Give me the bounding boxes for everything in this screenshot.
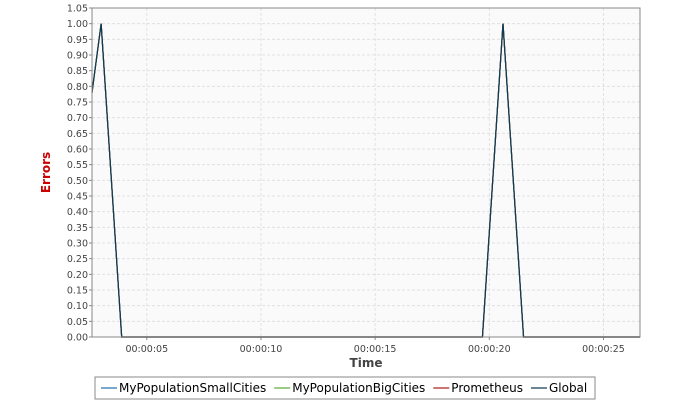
x-tick-label: 00:00:15 — [354, 344, 397, 355]
y-tick-label: 1.05 — [67, 4, 88, 15]
y-tick-label: 0.55 — [67, 160, 88, 171]
legend-label: Global — [549, 381, 587, 395]
plot-border — [91, 7, 641, 338]
legend-label: MyPopulationSmallCities — [119, 381, 266, 395]
y-tick-label: 0.70 — [67, 113, 88, 124]
legend-label: Prometheus — [451, 381, 523, 395]
plot-area — [92, 8, 640, 337]
x-tick-label: 00:00:10 — [240, 344, 283, 355]
y-tick-label: 0.45 — [67, 192, 88, 203]
y-tick-label: 0.10 — [67, 301, 88, 312]
y-tick-label: 0.95 — [67, 35, 88, 46]
y-tick-label: 0.15 — [67, 286, 88, 297]
y-tick-label: 0.00 — [67, 333, 88, 344]
x-tick-label: 00:00:25 — [582, 344, 625, 355]
y-tick-label: 0.65 — [67, 129, 88, 140]
y-tick-label: 0.90 — [67, 51, 88, 62]
x-axis-title: Time — [350, 356, 383, 370]
y-tick-label: 0.60 — [67, 145, 88, 156]
y-tick-label: 0.30 — [67, 239, 88, 250]
legend-label: MyPopulationBigCities — [292, 381, 425, 395]
y-tick-label: 0.75 — [67, 98, 88, 109]
y-tick-label: 0.25 — [67, 254, 88, 265]
y-axis-title: Errors — [39, 152, 53, 193]
grid-lines — [92, 7, 640, 338]
y-tick-label: 1.00 — [67, 19, 88, 30]
y-tick-label: 0.35 — [67, 223, 88, 234]
x-tick-label: 00:00:05 — [125, 344, 168, 355]
x-axis-ticks: 00:00:05 00:00:10 00:00:15 00:00:20 00:00:25 — [125, 337, 625, 355]
y-tick-label: 0.05 — [67, 317, 88, 328]
legend-items: MyPopulationSmallCities MyPopulationBigCi… — [101, 381, 587, 395]
y-tick-label: 0.40 — [67, 207, 88, 218]
y-tick-label: 0.50 — [67, 176, 88, 187]
x-tick-label: 00:00:20 — [468, 344, 511, 355]
legend: MyPopulationSmallCities MyPopulationBigCi… — [94, 376, 596, 400]
y-tick-label: 0.20 — [67, 270, 88, 281]
legend-box — [94, 376, 596, 400]
y-tick-label: 0.85 — [67, 66, 88, 77]
y-tick-label: 0.80 — [67, 82, 88, 93]
y-axis-ticks: 0.00 0.05 0.10 0.15 0.20 0.25 0.30 0.35 0.40 0.45… — [67, 4, 92, 344]
